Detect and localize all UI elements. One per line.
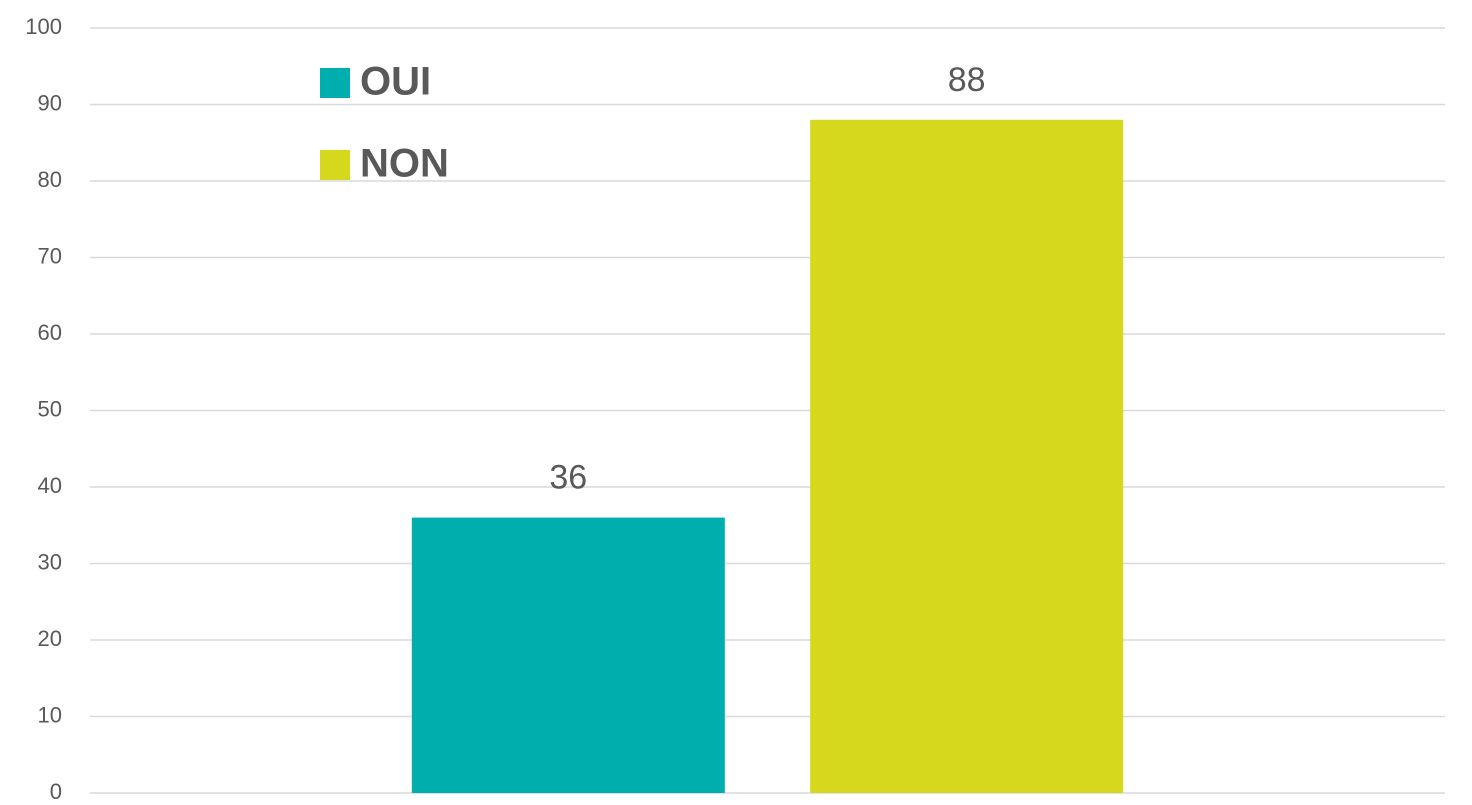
y-tick-label: 70: [38, 243, 62, 268]
bar: [810, 119, 1124, 794]
y-tick-label: 60: [38, 320, 62, 345]
legend-label: OUI: [360, 60, 431, 104]
y-tick-label: 100: [25, 14, 62, 39]
y-tick-label: 0: [50, 779, 62, 804]
y-tick-label: 90: [38, 90, 62, 115]
y-tick-label: 80: [38, 167, 62, 192]
bar: [411, 517, 725, 793]
y-tick-label: 40: [38, 473, 62, 498]
legend-swatch: [320, 150, 350, 180]
data-label: 36: [549, 459, 587, 497]
y-tick-label: 30: [38, 549, 62, 574]
y-tick-label: 10: [38, 702, 62, 727]
legend-swatch: [320, 68, 350, 98]
y-tick-label: 20: [38, 626, 62, 651]
data-label: 88: [948, 61, 986, 99]
legend-label: NON: [360, 142, 449, 186]
y-tick-label: 50: [38, 396, 62, 421]
